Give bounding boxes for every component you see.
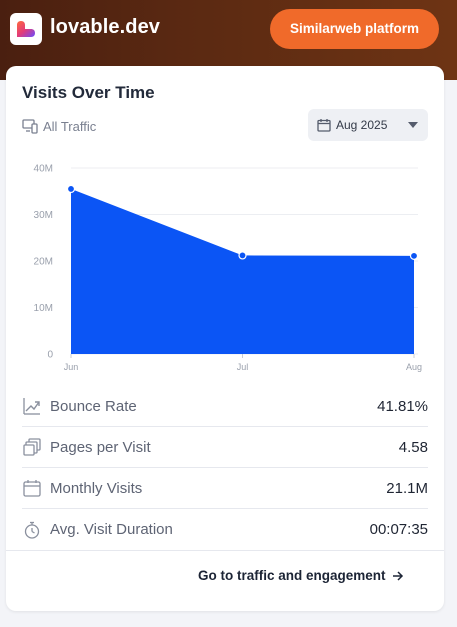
traffic-engagement-link[interactable]: Go to traffic and engagement (198, 568, 404, 583)
x-tick-label: Jul (237, 362, 249, 372)
calendar-icon (22, 478, 42, 498)
visits-chart: 0 10M 20M 30M 40M Jun Jul Aug (34, 164, 422, 373)
lovable-logo-icon (17, 21, 35, 37)
metric-row-monthly-visits: Monthly Visits 21.1M (22, 468, 428, 509)
y-tick-label: 20M (34, 257, 53, 268)
traffic-engagement-link-label: Go to traffic and engagement (198, 568, 386, 583)
divider (6, 550, 444, 551)
metric-label: Avg. Visit Duration (50, 521, 173, 538)
x-tick-label: Aug (406, 362, 422, 372)
arrow-right-icon (392, 570, 403, 581)
stopwatch-icon (22, 520, 42, 540)
metric-value: 41.81% (377, 397, 428, 415)
data-point (238, 251, 247, 260)
devices-icon (22, 118, 38, 134)
traffic-filter: All Traffic (22, 117, 96, 135)
site-logo (10, 13, 42, 45)
metric-value: 4.58 (398, 438, 428, 456)
pages-icon (22, 437, 42, 457)
y-tick-label: 40M (34, 164, 53, 175)
metric-value: 21.1M (386, 479, 428, 497)
date-dropdown-value: Aug 2025 (336, 118, 388, 132)
data-point (409, 251, 419, 260)
data-point (66, 184, 76, 194)
y-tick-label: 10M (34, 303, 53, 314)
metric-value: 00:07:35 (369, 521, 428, 538)
traffic-filter-label: All Traffic (43, 118, 97, 134)
visits-card: Visits Over Time All Traffic Aug 2025 0 1… (6, 66, 444, 611)
y-tick-label: 30M (34, 210, 53, 221)
metric-row-pages-per-visit: Pages per Visit 4.58 (22, 427, 428, 468)
date-dropdown[interactable]: Aug 2025 (308, 109, 428, 141)
y-tick-label: 0 (47, 350, 53, 361)
chevron-down-icon (408, 122, 418, 128)
visits-area (71, 188, 414, 354)
x-tick-label: Jun (64, 362, 79, 372)
metric-label: Monthly Visits (50, 479, 143, 497)
trend-down-icon (22, 396, 42, 416)
metric-label: Bounce Rate (50, 397, 137, 415)
metric-label: Pages per Visit (50, 438, 151, 456)
similarweb-platform-button[interactable]: Similarweb platform (270, 9, 439, 49)
metric-row-avg-visit-duration: Avg. Visit Duration 00:07:35 (22, 509, 428, 550)
calendar-icon (317, 119, 331, 132)
card-title: Visits Over Time (22, 83, 155, 102)
site-name: lovable.dev (50, 16, 161, 38)
metric-row-bounce-rate: Bounce Rate 41.81% (22, 386, 428, 427)
